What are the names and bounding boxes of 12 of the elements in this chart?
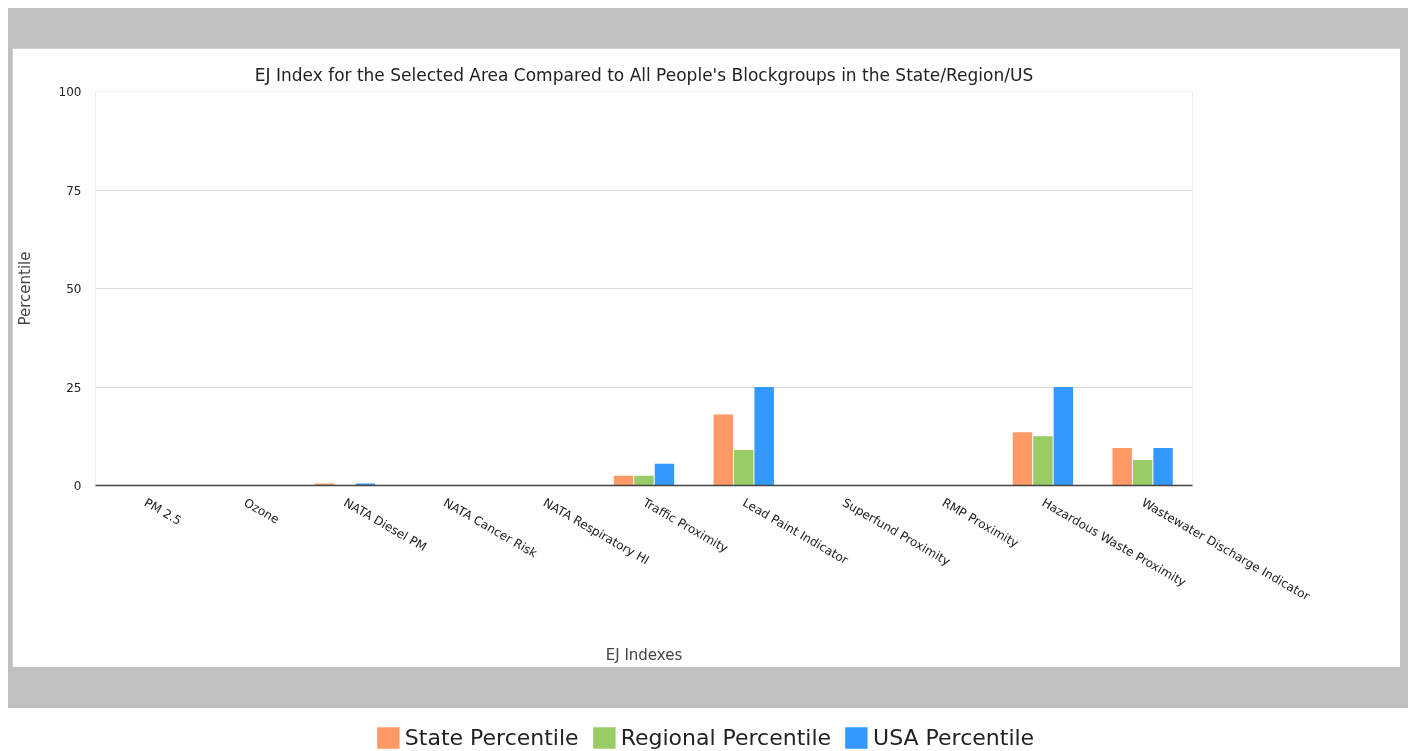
chart-title: EJ Index for the Selected Area Compared to All People's Blockgroups in the State/Region/US [254,64,1034,85]
y-tick-label: 100 [58,85,82,99]
x-axis-title: EJ Indexes [605,646,683,665]
y-tick-label: 75 [66,183,82,198]
legend-label: Regional Percentile [620,725,832,750]
y-axis-title: Percentile [15,251,34,326]
y-tick-label: 0 [73,479,82,493]
y-tick-label: 50 [66,282,82,296]
legend-label: State Percentile [404,725,579,750]
y-tick-label: 25 [66,380,82,395]
legend-label: USA Percentile [873,725,1035,750]
x-tick-label: PM 2.5 [141,495,184,528]
